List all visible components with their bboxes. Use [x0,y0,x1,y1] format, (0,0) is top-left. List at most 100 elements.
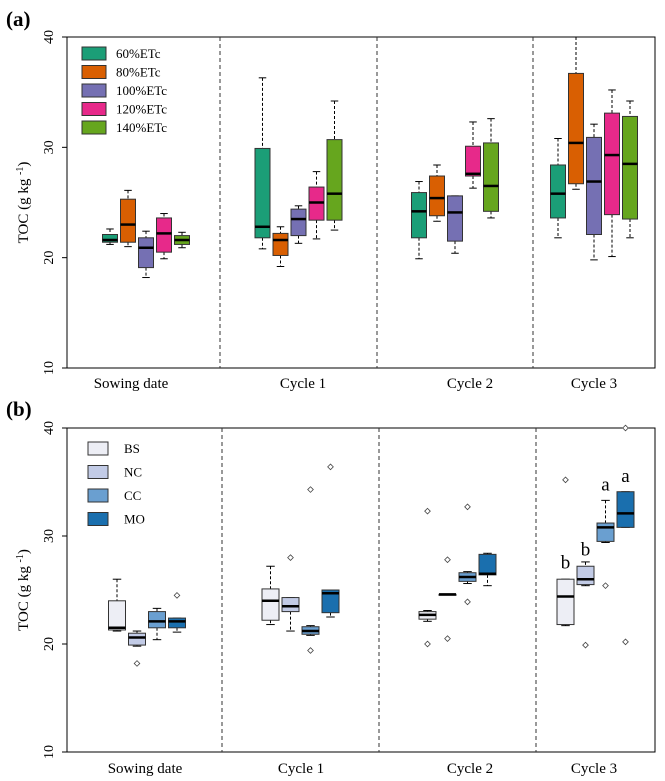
box-140pctetc-1 [326,100,343,231]
iqr-box [321,589,340,614]
y-axis-label-exponent: -1 [15,167,26,175]
box-140pctetc-3 [622,100,638,239]
box-100pctetc-0 [138,230,154,279]
legend-label: 80%ETc [116,65,161,80]
iqr-box [483,142,499,212]
box-100pctetc-3 [586,123,602,261]
significance-letter: a [621,466,630,487]
box-100pctetc-1 [290,205,307,244]
iqr-box [568,72,584,185]
box-60pctetc-1 [254,77,271,250]
iqr-box [326,139,343,221]
iqr-box [138,237,154,269]
box-60pctetc-2 [411,181,427,260]
iqr-box [616,491,635,528]
y-axis-label-end: ) [16,162,32,167]
outlier-point [464,503,471,511]
outlier-point [582,641,589,649]
chart-panel-a: (a) 10 20 30 40 TOC (g kg -1) Sowing date Cycle… [6,7,656,392]
box-nc-3 [576,561,595,649]
category-label: Cycle 2 [447,761,493,777]
y-axis-label: TOC (g kg -1) [15,549,33,631]
box-nc-0 [128,630,146,667]
legend-label: 140%ETc [116,120,167,135]
box-mo-2 [478,552,497,587]
legend-swatch [87,512,109,526]
outlier-point [327,463,334,471]
box-bs-1 [261,565,280,626]
legend-entry: 140%ETc [81,120,167,135]
box-nc-1 [281,554,300,632]
iqr-box [429,175,445,217]
box-100pctetc-2 [447,195,463,254]
box-mo-0 [168,592,186,633]
box-bs-2 [418,507,437,648]
legend-label: 120%ETc [116,102,167,117]
legend-label: CC [124,488,141,503]
legend-entry: 120%ETc [81,102,167,117]
legend-swatch [81,83,107,98]
box-140pctetc-2 [483,118,499,219]
iqr-box [168,617,186,629]
y-tick-label: 30 [42,140,57,154]
y-tick-label: 20 [42,251,57,265]
y-tick-label: 30 [42,529,57,543]
y-axis-label: TOC (g kg -1) [15,162,33,244]
iqr-box [586,136,602,235]
outlier-point [133,660,141,667]
legend-label: 100%ETc [116,83,167,98]
iqr-box [120,198,136,243]
plot-frame [66,427,656,753]
y-axis-label-exponent: -1 [15,554,26,562]
y-axis-label-main: TOC (g kg [16,562,32,630]
outlier-point [562,476,569,484]
legend-swatch [81,102,107,116]
box-140pctetc-0 [174,231,190,249]
iqr-box [272,232,289,256]
outlier-point [424,507,431,515]
category-label: Cycle 2 [447,376,493,392]
y-axis-label-end: ) [16,549,32,554]
iqr-box [604,112,620,216]
box-mo-1 [321,463,340,618]
y-axis-label-main: TOC (g kg [16,175,32,243]
category-label: Cycle 1 [278,761,324,777]
iqr-box [254,147,271,239]
category-label: Sowing date [94,376,169,392]
iqr-box [411,192,427,239]
outlier-point [444,635,451,642]
box-bs-0 [108,578,126,632]
outlier-point [622,424,629,432]
significance-letter: a [601,475,610,496]
panel-label: (a) [6,7,31,31]
box-cc-3 [596,499,615,590]
box-cc-1 [301,486,320,654]
significance-letter: b [581,539,591,560]
plot-frame [66,36,656,369]
outlier-point [464,598,471,606]
legend-swatch [87,488,109,503]
y-tick-label: 40 [42,30,57,44]
iqr-box [596,522,615,542]
box-bs-3 [556,476,575,627]
legend-entry: BS [87,441,140,456]
iqr-box [108,600,126,631]
box-120pctetc-0 [156,213,172,260]
box-120pctetc-3 [604,89,620,258]
box-120pctetc-2 [465,121,481,189]
iqr-box [447,195,463,242]
category-label: Cycle 3 [571,376,617,392]
box-cc-2 [458,503,477,606]
iqr-box [128,632,146,646]
legend-entry: CC [87,488,141,503]
box-60pctetc-0 [102,228,118,245]
legend-entry: NC [87,465,142,480]
iqr-box [550,164,566,219]
box-80pctetc-0 [120,189,136,248]
y-tick-label: 10 [42,745,57,759]
outlier-point [173,592,181,599]
legend-entry: 80%ETc [81,65,161,80]
legend-swatch [81,46,107,61]
box-80pctetc-2 [429,164,445,222]
y-tick-label: 20 [42,637,57,651]
